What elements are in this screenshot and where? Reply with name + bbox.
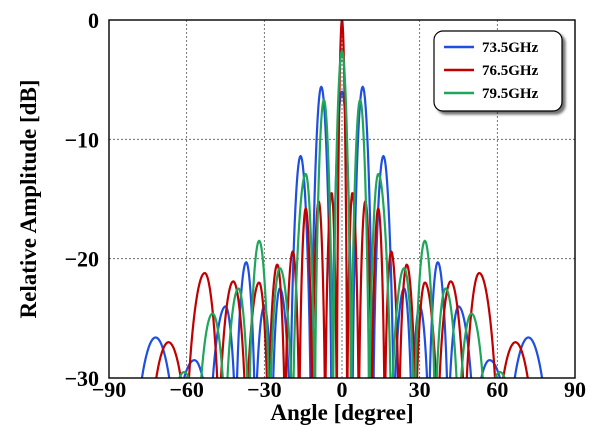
x-tick-label: 0: [337, 377, 348, 402]
y-tick-label: −20: [64, 247, 99, 272]
y-tick-label: −30: [64, 366, 99, 391]
x-axis-title: Angle [degree]: [270, 400, 413, 425]
legend: 73.5GHz 76.5GHz 79.5GHz: [433, 30, 563, 112]
plot-frame: [108, 19, 576, 379]
y-tick-label: 0: [88, 8, 99, 33]
y-axis-title: Relative Amplitude [dB]: [16, 80, 41, 319]
legend-label: 79.5GHz: [482, 86, 539, 102]
x-tick-label: 90: [564, 377, 586, 402]
legend-label: 73.5GHz: [482, 40, 539, 56]
x-tick-label: −60: [169, 377, 204, 402]
x-tick-label: 60: [486, 377, 508, 402]
x-tick-label: −90: [92, 377, 127, 402]
legend-label: 76.5GHz: [482, 63, 539, 79]
x-tick-label: 30: [409, 377, 431, 402]
series-line-2: [178, 49, 506, 378]
series-layer: [140, 20, 544, 378]
tick-labels: −90 −60 −30 0 30 60 90 0 −10 −20 −30: [64, 8, 586, 402]
legend-box: [433, 30, 563, 112]
series-line-0: [140, 85, 544, 378]
x-tick-label: −30: [247, 377, 282, 402]
grid-lines: [109, 20, 575, 378]
y-tick-label: −10: [64, 127, 99, 152]
